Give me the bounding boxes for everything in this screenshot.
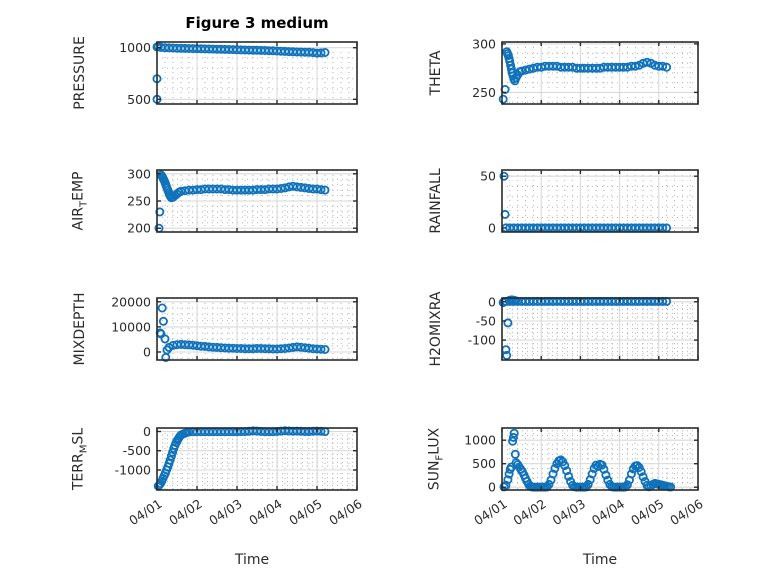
- axes-box: [156, 427, 358, 491]
- y-tick-label: 250: [127, 194, 151, 209]
- y-tick-label: 500: [472, 456, 496, 471]
- major-grid: [502, 42, 698, 104]
- x-tick-label: 04/05: [286, 496, 324, 528]
- y-tick-label: -1000: [115, 463, 151, 478]
- tick-marks: [501, 170, 699, 232]
- y-tick-label: -100: [468, 333, 496, 348]
- minor-grid: [502, 170, 698, 232]
- major-grid: [502, 298, 698, 360]
- y-tick-label: -500: [123, 443, 151, 458]
- tick-marks: [501, 298, 699, 360]
- axes-box: [501, 297, 699, 361]
- subplot-h2omixra: 0 -50 -100: [468, 294, 699, 361]
- y-tick-label: 0: [143, 424, 151, 439]
- y-tick-label: 300: [127, 166, 151, 181]
- y-tick-labels: 0 -50 -100: [468, 294, 496, 347]
- y-tick-labels: 250 300: [472, 36, 496, 100]
- x-tick-label: 04/06: [667, 496, 705, 528]
- x-tick-labels: 04/01 04/02 04/03 04/04 04/05 04/06: [126, 496, 364, 528]
- y-tick-labels: 500 1000: [119, 40, 151, 107]
- tick-marks: [156, 170, 358, 232]
- x-tick-label: 04/06: [326, 496, 364, 528]
- x-axis-label-right: Time: [582, 552, 618, 568]
- axes-box: [501, 427, 699, 491]
- y-tick-label: 500: [127, 92, 151, 107]
- minor-grid: [502, 298, 698, 360]
- y-tick-labels: 0 -500 -1000: [115, 424, 151, 478]
- y-tick-label: 1000: [464, 433, 496, 448]
- subplot-sun-flux: 0 500 1000 04/01 04/02 04/03 04/04 04/05 04/06: [464, 427, 706, 528]
- y-tick-label: 300: [472, 36, 496, 51]
- y-tick-labels: 0 500 1000: [464, 433, 496, 495]
- subplot-rainfall: 0 50: [480, 169, 699, 236]
- x-tick-label: 04/04: [246, 496, 284, 528]
- y-tick-labels: 200 250 300: [127, 166, 151, 235]
- tick-marks: [156, 428, 358, 490]
- mixdepth-data-points: [155, 303, 330, 362]
- x-tick-label: 04/02: [166, 496, 204, 528]
- air-temp-data-points: [154, 170, 330, 233]
- theta-data-points: [498, 47, 672, 104]
- ylabel-sun-flux: SUNFLUX: [426, 427, 446, 491]
- y-tick-label: 20000: [111, 294, 151, 309]
- y-tick-labels: 0 50: [480, 169, 496, 236]
- subplot-theta: 250 300: [472, 36, 699, 105]
- ylabel-rainfall: RAINFALL: [428, 168, 444, 234]
- tick-marks: [156, 42, 358, 104]
- minor-grid: [157, 298, 357, 360]
- ylabel-pressure: PRESSURE: [72, 36, 88, 110]
- x-tick-label: 04/03: [206, 496, 244, 528]
- y-tick-label: -50: [476, 314, 496, 329]
- x-tick-label: 04/03: [550, 496, 588, 528]
- ylabel-theta: THETA: [428, 50, 444, 96]
- y-tick-label: 0: [143, 345, 151, 360]
- axes-box: [156, 41, 358, 105]
- ylabel-terr-msl: TERRMSL: [70, 427, 90, 491]
- axes-box: [156, 297, 358, 361]
- tick-marks: [156, 298, 358, 360]
- subplot-terr-msl: 0 -500 -1000 04/01 04/02 04/03 04/04 04/05 04/06: [115, 424, 365, 528]
- axes-box: [501, 41, 699, 105]
- x-axis-label-left: Time: [234, 552, 270, 568]
- axes-box: [501, 169, 699, 233]
- minor-grid: [502, 42, 698, 104]
- x-tick-label: 04/05: [628, 496, 666, 528]
- subplot-mixdepth: 0 10000 20000: [111, 294, 358, 362]
- sun-flux-data-points: [499, 428, 676, 492]
- terr-msl-data-points: [153, 426, 330, 491]
- subplot-air-temp: 200 250 300: [127, 166, 358, 236]
- y-tick-label: 1000: [119, 40, 151, 55]
- subplot-pressure: 500 1000: [119, 40, 358, 107]
- y-tick-label: 250: [472, 85, 496, 100]
- x-tick-label: 04/01: [126, 496, 164, 528]
- y-tick-label: 0: [488, 480, 496, 495]
- y-tick-label: 10000: [111, 319, 151, 334]
- y-tick-label: 200: [127, 221, 151, 236]
- ylabel-mixdepth: MIXDEPTH: [72, 292, 88, 366]
- x-tick-label: 04/04: [589, 496, 627, 528]
- figure-title: Figure 3 medium: [185, 14, 329, 32]
- x-tick-label: 04/02: [510, 496, 548, 528]
- x-tick-label: 04/01: [471, 496, 509, 528]
- x-tick-labels: 04/01 04/02 04/03 04/04 04/05 04/06: [471, 496, 705, 528]
- ylabel-h2omixra: H2OMIXRA: [428, 291, 444, 367]
- y-tick-label: 0: [488, 220, 496, 235]
- ylabel-air-temp: AIRTEMP: [70, 171, 90, 231]
- y-tick-labels: 0 10000 20000: [111, 294, 151, 359]
- tick-marks: [501, 428, 699, 490]
- y-tick-label: 0: [488, 294, 496, 309]
- major-grid: [157, 170, 357, 232]
- y-tick-label: 50: [480, 169, 496, 184]
- tick-marks: [501, 42, 699, 104]
